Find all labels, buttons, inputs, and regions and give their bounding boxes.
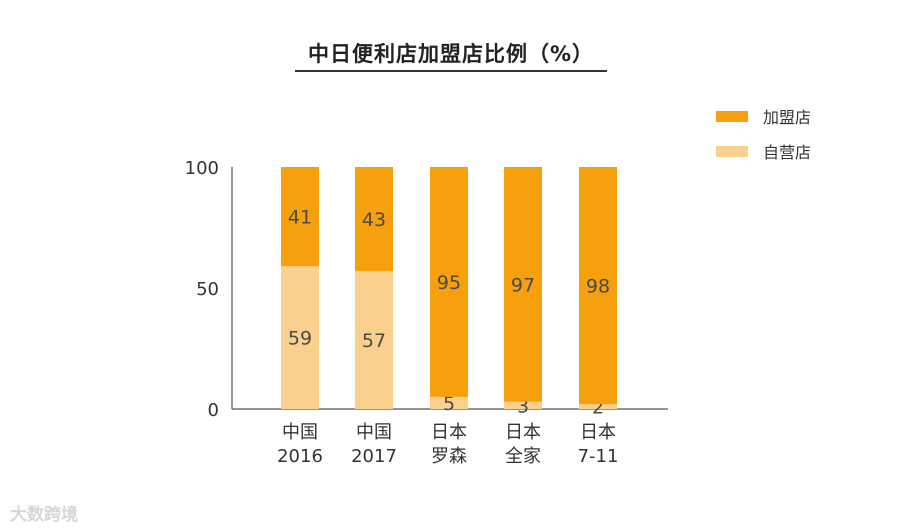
x-tick-label: 日本 [431, 422, 467, 443]
bar-franchise [579, 167, 617, 405]
x-tick-label: 中国 [282, 422, 318, 443]
x-tick-label: 日本 [580, 422, 616, 443]
bar-franchise [355, 167, 393, 272]
bar-self-operated [281, 266, 319, 409]
data-label: 97 [511, 274, 535, 296]
data-label: 43 [362, 209, 386, 231]
x-tick-label: 7-11 [578, 446, 619, 467]
x-tick-label: 全家 [505, 446, 541, 467]
bar-franchise [504, 167, 542, 402]
data-label: 57 [362, 330, 386, 352]
legend-label: 自营店 [763, 143, 811, 162]
legend-swatch [716, 146, 748, 157]
bar-self-operated [355, 271, 393, 409]
bar-franchise [430, 167, 468, 397]
bar-self-operated [579, 404, 617, 409]
watermark-logo: 大数跨境 [10, 505, 78, 525]
x-tick-label: 中国 [356, 422, 392, 443]
x-tick-label: 日本 [505, 422, 541, 443]
x-tick-label: 2016 [277, 446, 323, 467]
legend-swatch [716, 111, 748, 122]
x-tick-label: 2017 [351, 446, 397, 467]
title-underline [295, 70, 607, 72]
y-tick-label: 0 [208, 400, 219, 421]
data-label: 98 [586, 276, 610, 298]
data-label: 59 [288, 328, 312, 350]
y-tick-label: 100 [185, 158, 219, 179]
data-label: 5 [443, 393, 455, 415]
bar-self-operated [504, 401, 542, 409]
legend-label: 加盟店 [763, 108, 811, 127]
x-tick-label: 罗森 [431, 446, 467, 467]
bar-franchise [281, 167, 319, 267]
data-label: 95 [437, 272, 461, 294]
data-label: 41 [288, 207, 312, 229]
y-tick-label: 50 [196, 279, 219, 300]
chart-title: 中日便利店加盟店比例（%） [307, 42, 595, 66]
bar-self-operated [430, 396, 468, 409]
